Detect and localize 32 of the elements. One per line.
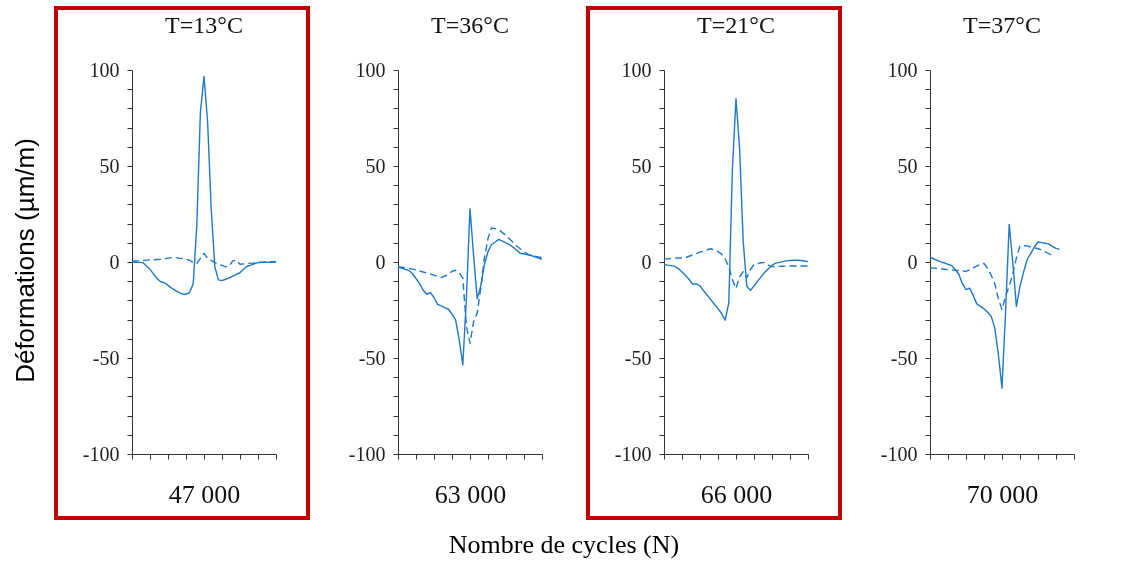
- y-tick-label: 100: [621, 58, 652, 81]
- chart-title: T=37°C: [963, 12, 1041, 38]
- y-tick-label: 100: [355, 58, 386, 81]
- y-tick-label: -100: [880, 442, 918, 465]
- line-series: [663, 98, 809, 321]
- x-axis-title: 63 000: [434, 480, 507, 509]
- chart-title: T=13°C: [165, 12, 243, 38]
- y-tick-label: 50: [631, 154, 652, 177]
- y-axis-title: Déformations (µm/m): [9, 137, 41, 383]
- y-tick-label: 100: [89, 58, 120, 81]
- y-tick-label: -50: [358, 346, 386, 369]
- y-tick-label: -50: [890, 346, 918, 369]
- x-axis-title: 47 000: [168, 480, 241, 509]
- y-tick-label: 0: [907, 250, 918, 273]
- y-tick-label: -100: [348, 442, 386, 465]
- y-tick-label: 0: [641, 250, 652, 273]
- y-tick-label: 100: [887, 58, 918, 81]
- chart-title: T=36°C: [431, 12, 509, 38]
- y-tick-label: 50: [99, 154, 120, 177]
- y-tick-label: -100: [82, 442, 120, 465]
- y-tick-label: -50: [624, 346, 652, 369]
- y-tick-label: -50: [92, 346, 120, 369]
- y-tick-label: 50: [897, 154, 918, 177]
- x-axis-title: 66 000: [700, 480, 773, 509]
- y-tick-label: -100: [614, 442, 652, 465]
- chart-title: T=21°C: [697, 12, 775, 38]
- y-tick-label: 50: [365, 154, 386, 177]
- text: Nombre de cycles (N): [447, 530, 681, 560]
- y-tick-label: 0: [375, 250, 386, 273]
- y-tick-label: 0: [109, 250, 120, 273]
- x-axis-title: 70 000: [966, 480, 1039, 509]
- line-series: [929, 223, 1061, 389]
